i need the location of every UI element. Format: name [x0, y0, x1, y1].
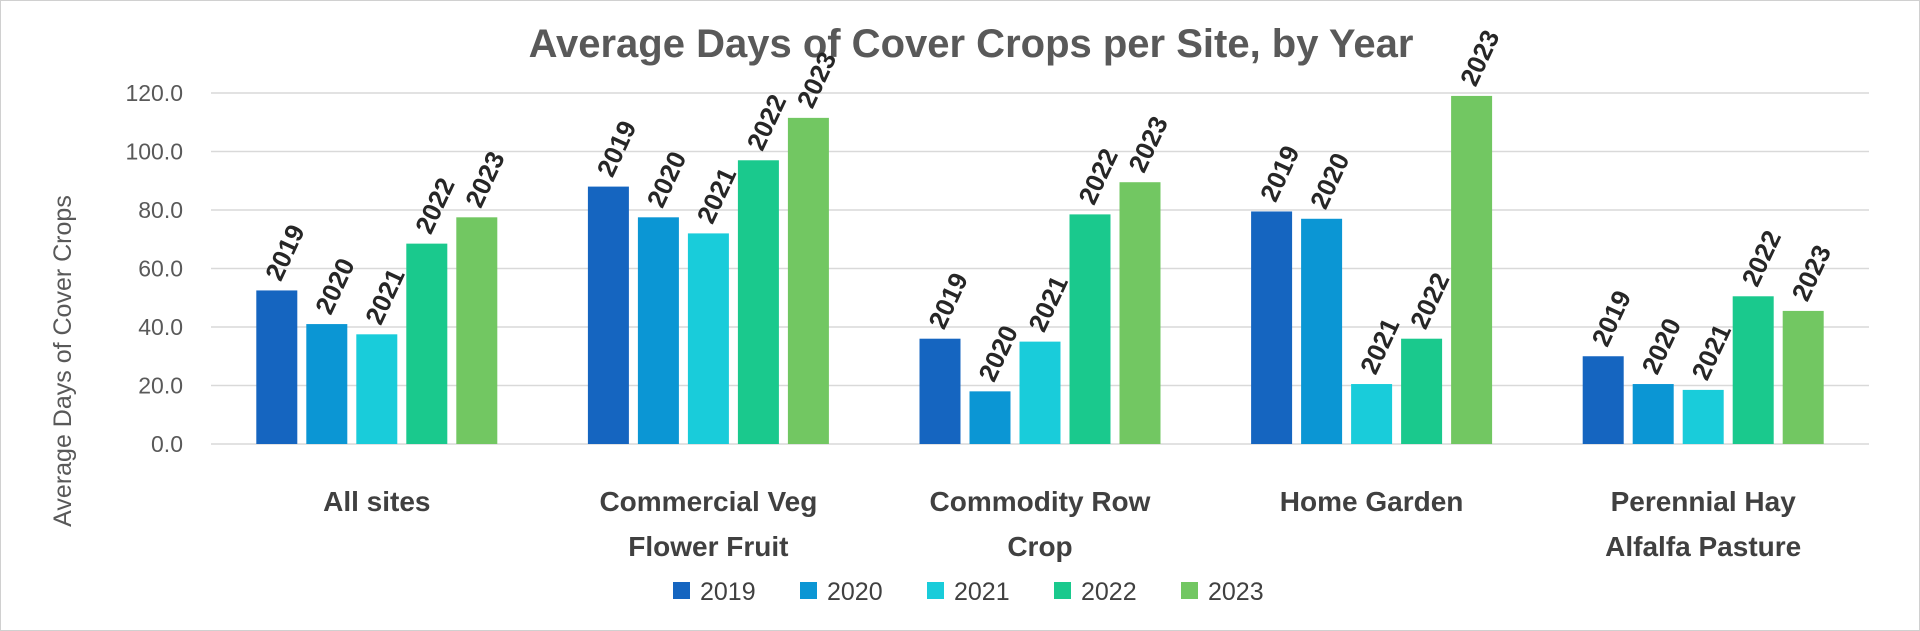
bar-2020: [637, 217, 679, 444]
y-tick-label: 20.0: [138, 373, 183, 399]
bar-2019: [919, 338, 961, 444]
legend-label: 2022: [1081, 578, 1137, 606]
legend-item-2019: 2019: [673, 578, 756, 606]
bar-2022: [406, 243, 448, 444]
data-label-2020: 2020: [641, 147, 693, 212]
legend-item-2022: 2022: [1054, 578, 1137, 606]
data-label-2021: 2021: [691, 163, 743, 228]
legend-swatch: [800, 582, 817, 599]
bar-2022: [1732, 296, 1774, 444]
data-label-2019: 2019: [922, 268, 974, 333]
bar-2022: [1401, 338, 1443, 444]
legend-label: 2020: [827, 578, 883, 606]
legend-swatch: [1054, 582, 1071, 599]
data-label-2022: 2022: [1404, 268, 1456, 333]
bar-2023: [456, 217, 498, 444]
bar-2019: [1251, 211, 1293, 444]
data-label-2023: 2023: [1785, 240, 1837, 305]
data-label-2019: 2019: [591, 116, 643, 181]
category-label: Perennial Hay: [1611, 486, 1797, 517]
bar-2023: [1782, 310, 1824, 444]
bar-2021: [687, 233, 729, 444]
data-label-2019: 2019: [1254, 141, 1306, 206]
legend-label: 2023: [1208, 578, 1264, 606]
bar-2022: [1069, 214, 1111, 444]
y-tick-label: 60.0: [138, 256, 183, 282]
bar-2021: [1351, 384, 1393, 444]
category-label: Crop: [1007, 531, 1072, 562]
data-label-2019: 2019: [1585, 286, 1637, 351]
bars: [256, 95, 1824, 445]
data-label-2023: 2023: [459, 147, 511, 212]
legend-label: 2019: [700, 578, 756, 606]
bar-2020: [1301, 218, 1343, 444]
data-label-2020: 2020: [309, 254, 361, 319]
data-label-2022: 2022: [741, 90, 793, 155]
data-label-2020: 2020: [1304, 148, 1356, 213]
bar-2019: [1582, 356, 1624, 444]
data-label-2023: 2023: [1454, 25, 1506, 90]
y-tick-label: 80.0: [138, 197, 183, 223]
y-axis-label: Average Days of Cover Crops: [49, 195, 77, 527]
y-tick-label: 100.0: [125, 139, 183, 165]
category-label: Home Garden: [1280, 486, 1464, 517]
category-labels: All sites Commercial Veg Flower Fruit Commo…: [323, 486, 1801, 562]
legend-label: 2021: [954, 578, 1010, 606]
bar-2023: [1119, 182, 1161, 444]
legend-swatch: [927, 582, 944, 599]
category-label: Commodity Row: [930, 486, 1151, 517]
data-label-2022: 2022: [1735, 226, 1787, 291]
bar-2020: [1632, 384, 1674, 444]
data-label-2021: 2021: [1685, 319, 1737, 384]
legend-swatch: [673, 582, 690, 599]
bar-2019: [587, 186, 629, 444]
data-label-2022: 2022: [409, 173, 461, 238]
legend: 2019 2020 2021 2022 2023: [673, 578, 1264, 606]
bar-2023: [1451, 95, 1493, 445]
chart-title: Average Days of Cover Crops per Site, by…: [529, 22, 1414, 66]
legend-item-2021: 2021: [927, 578, 1010, 606]
bar-2023: [787, 117, 829, 445]
bar-2021: [1682, 389, 1724, 444]
bar-2021: [1019, 341, 1061, 444]
data-label-2021: 2021: [359, 264, 411, 329]
bar-2021: [356, 334, 398, 444]
y-tick-label: 120.0: [125, 80, 183, 106]
y-tick-label: 0.0: [151, 431, 183, 457]
legend-item-2020: 2020: [800, 578, 883, 606]
y-tick-label: 40.0: [138, 314, 183, 340]
data-label-2020: 2020: [972, 321, 1024, 386]
category-label: Flower Fruit: [628, 531, 788, 562]
category-label: All sites: [323, 486, 430, 517]
bar-2019: [256, 290, 298, 444]
legend-swatch: [1181, 582, 1198, 599]
data-label-2022: 2022: [1072, 144, 1124, 209]
legend-item-2023: 2023: [1181, 578, 1264, 606]
bar-2022: [737, 160, 779, 444]
category-label: Commercial Veg: [599, 486, 817, 517]
data-label-2021: 2021: [1354, 313, 1406, 378]
y-axis-ticks: 0.0 20.0 40.0 60.0 80.0 100.0 120.0: [125, 80, 183, 457]
category-label: Alfalfa Pasture: [1605, 531, 1801, 562]
data-label-2019: 2019: [259, 220, 311, 285]
data-label-2020: 2020: [1635, 313, 1687, 378]
bar-2020: [969, 391, 1011, 444]
bar-2020: [306, 324, 348, 444]
data-label-2023: 2023: [1122, 112, 1174, 177]
